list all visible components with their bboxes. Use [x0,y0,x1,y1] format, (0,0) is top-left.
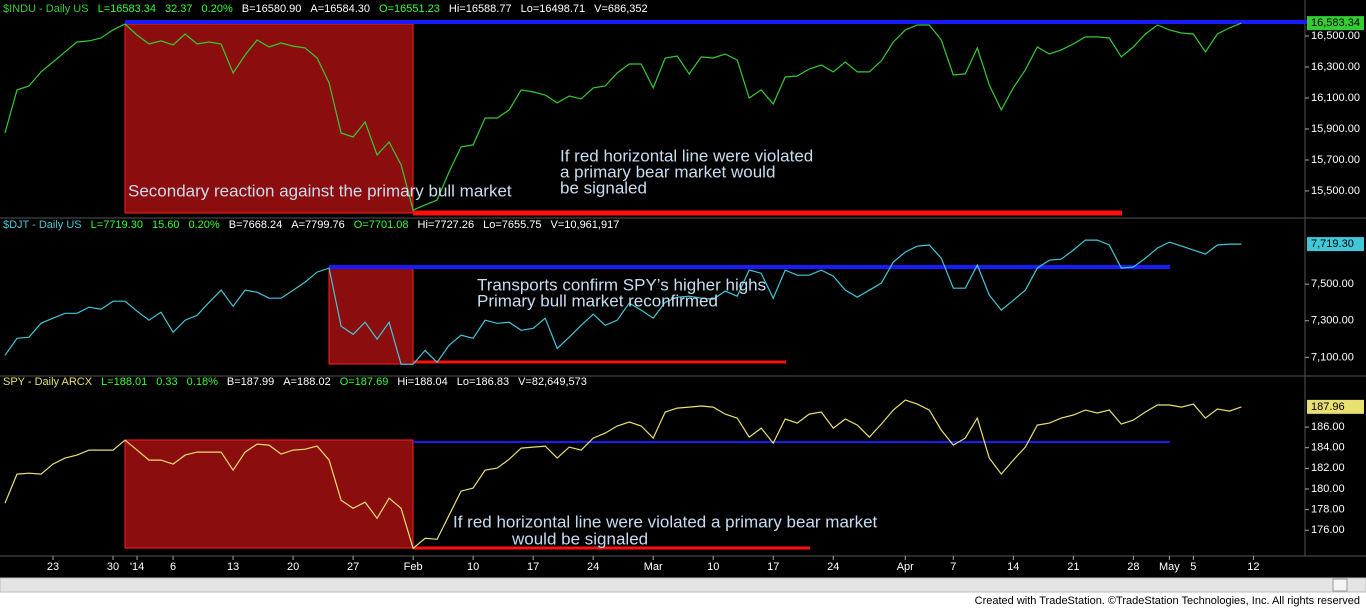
header-field: 0.33 [156,376,178,388]
price-line [4,399,1242,550]
x-tick-label: 30 [107,561,119,573]
header-field: B=7668.24 [228,219,283,231]
y-tick-label: 182.00 [1311,462,1345,474]
y-tick-label: 178.00 [1311,504,1345,516]
header-field: B=16580.90 [241,3,302,15]
x-tick-label: 28 [1127,561,1139,573]
panel-header: $INDU - Daily US L=16583.34 32.37 0.20% B=16… [3,3,648,15]
last-price-label: 7,719.30 [1311,238,1354,250]
y-tick-label: 7,500.00 [1311,278,1354,290]
annotation: a primary bear market would [560,162,775,181]
header-field: Lo=16498.71 [520,3,586,15]
last-price-box [1307,16,1364,31]
annotation: If red horizontal line were violated a p… [453,512,878,531]
header-field: 0.20% [188,219,220,231]
y-tick-label: 7,100.00 [1311,351,1354,363]
header-field: L=7719.30 [90,219,143,231]
x-tick-label: '14 [130,561,144,573]
header-field: A=7799.76 [291,219,345,231]
x-tick-label: 20 [287,561,299,573]
x-tick-label: 24 [587,561,599,573]
x-tick-label: 13 [227,561,239,573]
y-tick-label: 16,500.00 [1311,30,1360,42]
header-field: V=686,352 [594,3,648,15]
plots: 16,500.00 16,300.00 16,100.00 15,900.00 15,7… [4,16,1364,573]
x-tick-label: Mar [644,561,663,573]
header-field: O=7701.08 [353,219,409,231]
y-tick-label: 15,700.00 [1311,154,1360,166]
header-field: B=187.99 [226,376,275,388]
header-field: O=16551.23 [379,3,440,15]
header-field: 15.60 [151,219,180,231]
x-tick-label: May [1159,561,1180,573]
header-field: V=82,649,573 [518,376,587,388]
scrollbar[interactable] [0,577,1366,593]
x-tick-label: Apr [897,561,914,573]
panel-header: SPY - Daily ARCX L=188.01 0.33 0.18% B=187.9… [3,376,587,388]
header-field: A=188.02 [283,376,331,388]
x-tick-label: 10 [467,561,479,573]
header-field: 32.37 [165,3,193,15]
x-tick-label: 10 [707,561,719,573]
x-tick-label: 14 [1007,561,1019,573]
y-tick-label: 15,500.00 [1311,185,1360,197]
header-field: L=188.01 [101,376,148,388]
x-tick-label: 5 [1190,561,1196,573]
last-price-label: 16,583.34 [1311,17,1360,29]
x-tick-label: 12 [1247,561,1259,573]
y-tick-label: 16,100.00 [1311,92,1360,104]
header-field: Lo=186.83 [456,376,510,388]
y-tick-label: 184.00 [1311,442,1345,454]
annotation: Secondary reaction against the primary b… [128,181,512,200]
y-tick-label: 15,900.00 [1311,123,1360,135]
header-field: A=16584.30 [310,3,371,15]
x-tick-label: 21 [1067,561,1079,573]
symbol-name: SPY - Daily ARCX [3,376,93,388]
header-field: Hi=7727.26 [417,219,475,231]
x-tick-label: 6 [170,561,176,573]
header-field: Hi=16588.77 [448,3,512,15]
annotation: be signaled [560,178,647,197]
annotation: would be signaled [511,529,648,548]
scroll-thumb[interactable] [1332,578,1348,592]
last-price-box [1307,237,1364,252]
panel-header: $DJT - Daily US L=7719.30 15.60 0.20% B=7668… [3,219,619,231]
x-tick-label: 17 [527,561,539,573]
header-field: L=16583.34 [97,3,156,15]
symbol-name: $DJT - Daily US [3,219,82,231]
annotation: Primary bull market reconfirmed [477,291,718,310]
last-price-box [1307,399,1364,414]
reaction-box [328,267,414,365]
annotation: Transports confirm SPY’s higher highs [477,275,766,294]
x-tick-label: 27 [347,561,359,573]
annotation: If red horizontal line were violated [560,146,813,165]
x-tick-label: 17 [767,561,779,573]
y-tick-label: 176.00 [1311,524,1345,536]
x-tick-label: Feb [404,561,423,573]
last-price-label: 187.96 [1311,401,1345,413]
header-field: V=10,961,917 [550,219,620,231]
price-line [4,22,1242,211]
x-tick-label: 24 [827,561,839,573]
reaction-box [124,439,414,549]
header-field: Lo=7655.75 [483,219,542,231]
y-tick-label: 180.00 [1311,483,1345,495]
y-tick-label: 16,300.00 [1311,61,1360,73]
header-field: 0.18% [186,376,218,388]
price-line [4,239,1242,365]
header-field: 0.20% [201,3,233,15]
symbol-name: $INDU - Daily US [3,3,89,15]
header-field: Hi=188.04 [397,376,448,388]
y-tick-label: 186.00 [1311,421,1345,433]
reaction-box [124,23,414,214]
footer: Created with TradeStation. ©TradeStation… [974,595,1360,607]
y-tick-label: 7,300.00 [1311,315,1354,327]
x-tick-label: 7 [950,561,956,573]
header-field: O=187.69 [339,376,389,388]
x-tick-label: 23 [47,561,59,573]
